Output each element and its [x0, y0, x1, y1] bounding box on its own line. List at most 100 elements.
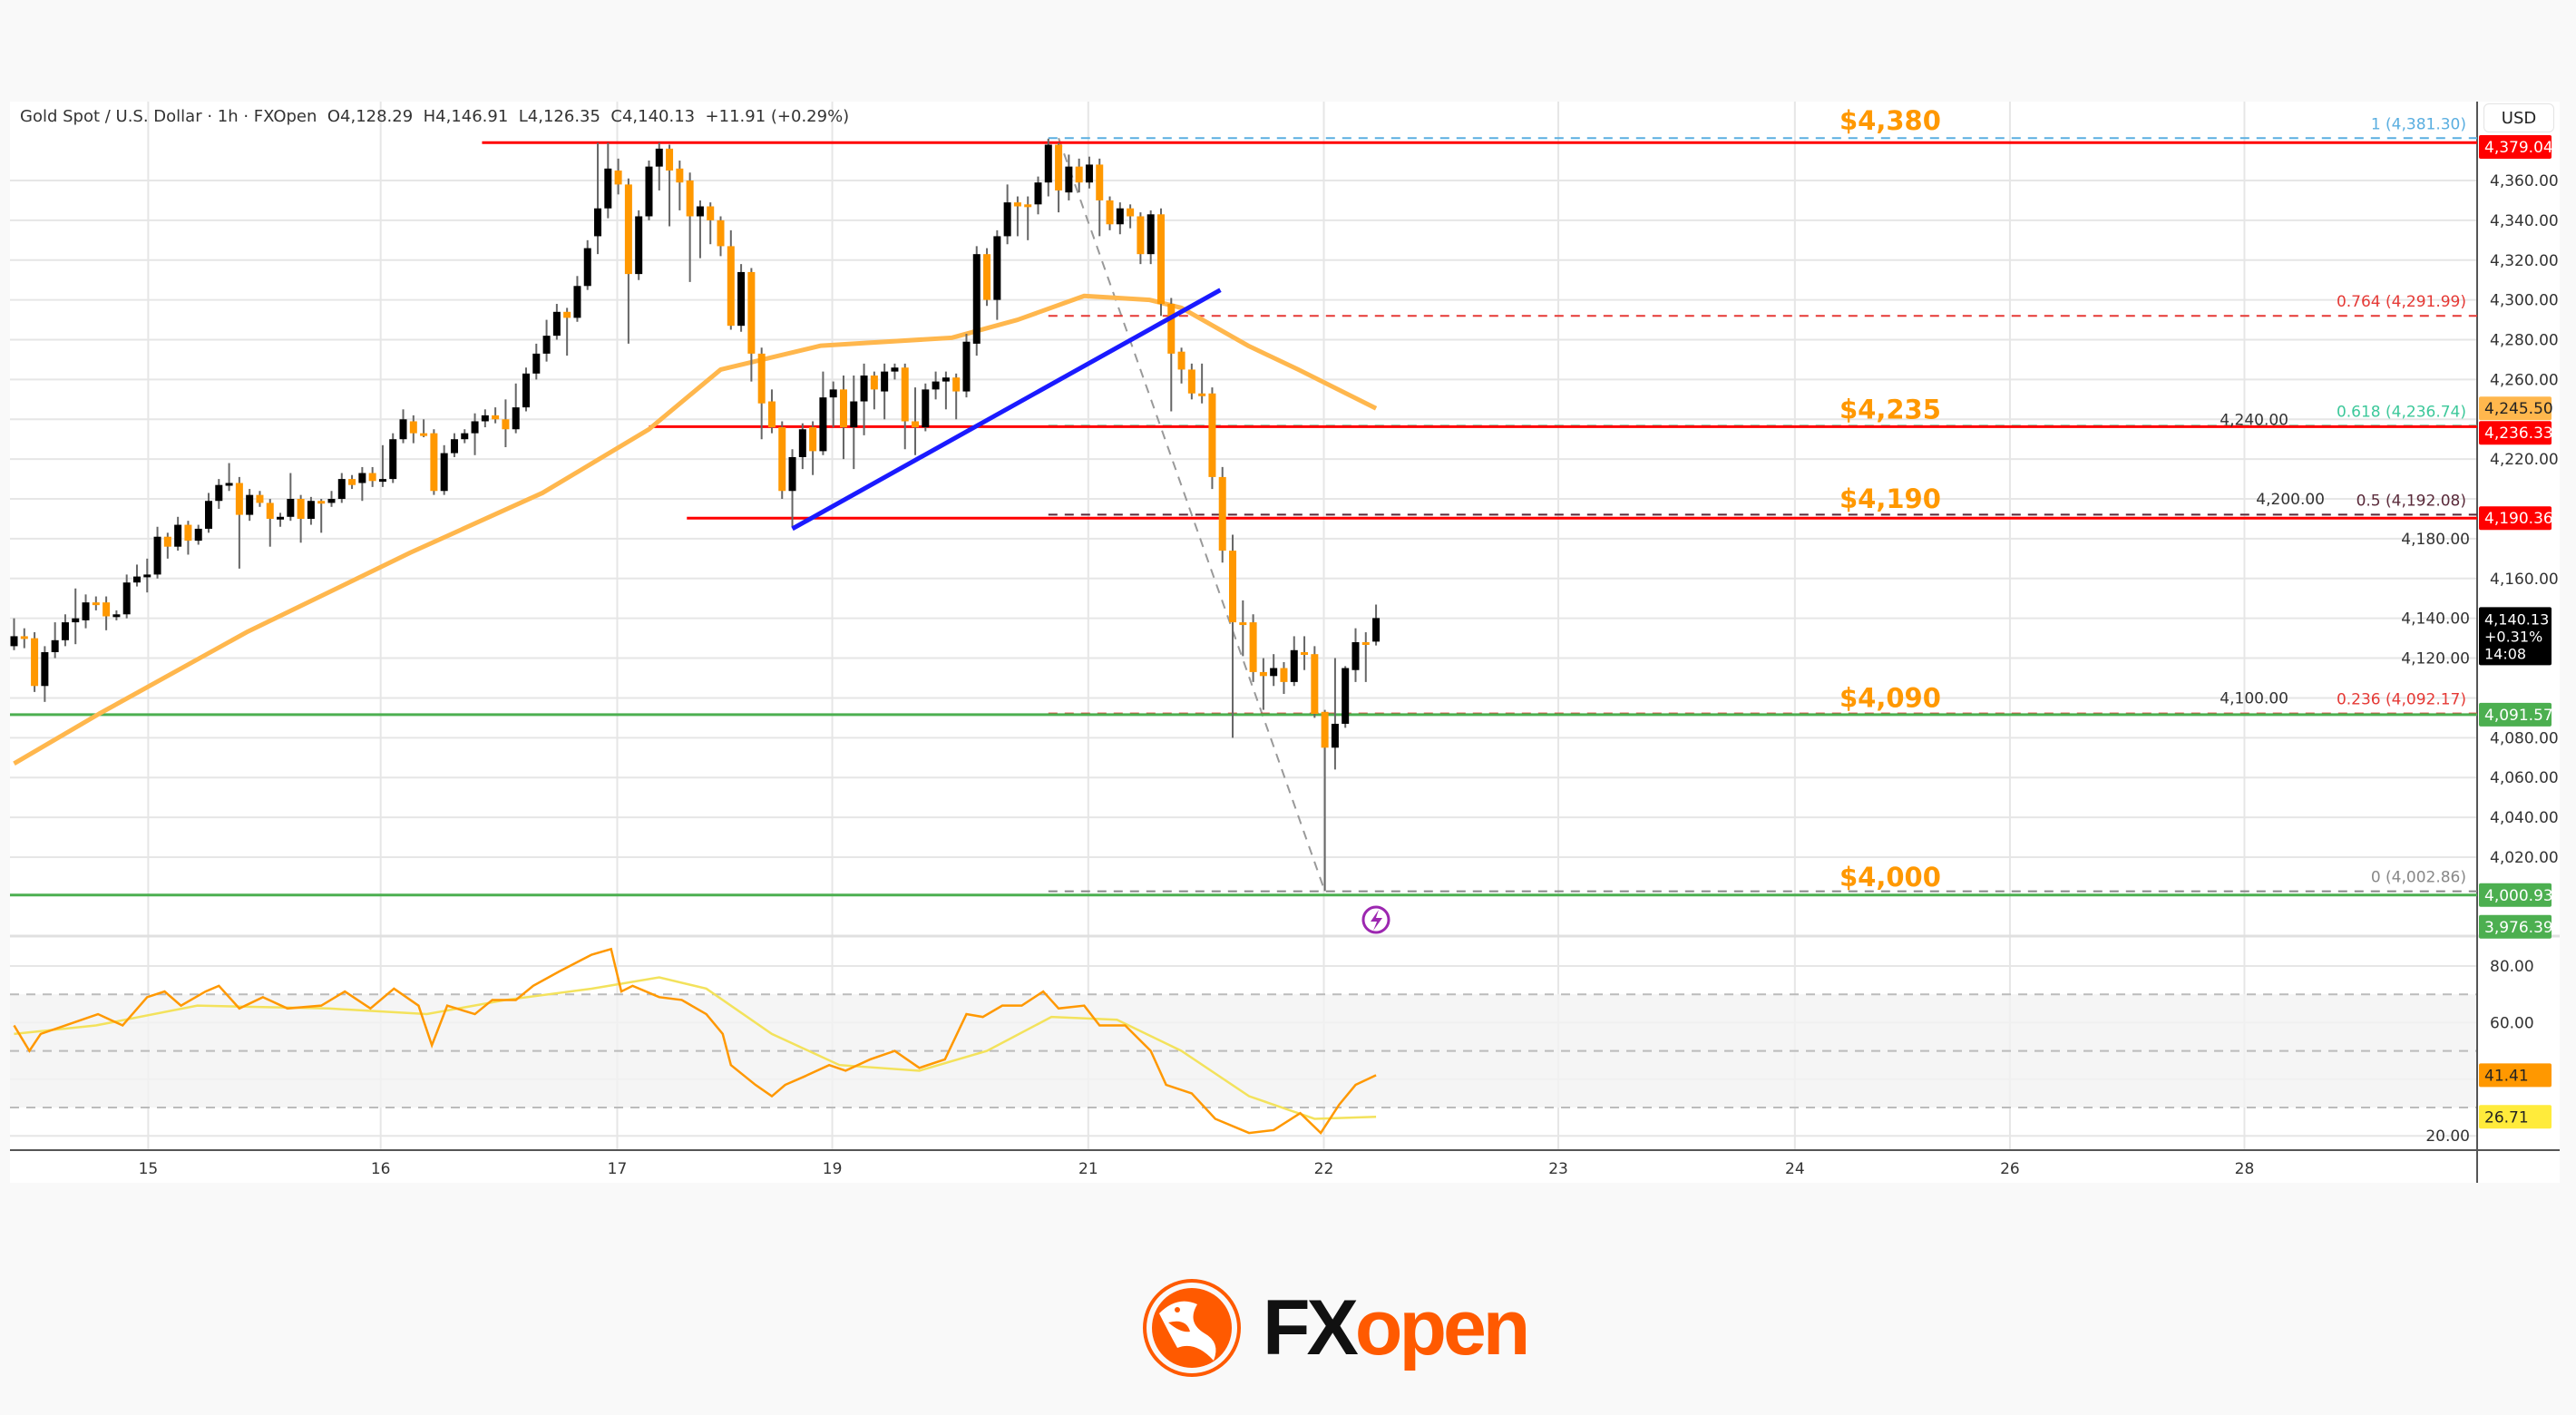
price-tag-text: 4,245.50 [2484, 400, 2553, 418]
currency-button[interactable]: USD [2483, 103, 2554, 132]
candle [1270, 654, 1278, 687]
fibonacci-trend-line [1058, 137, 1326, 892]
candle [645, 161, 653, 220]
candle [594, 142, 602, 255]
candle-body [1229, 551, 1237, 623]
candle-body [1003, 202, 1011, 237]
price-annotation: $4,235 [1839, 394, 1941, 424]
price-tag-text: 3,976.39 [2484, 919, 2553, 937]
candle [358, 466, 366, 502]
price-tag-bg [2479, 914, 2552, 939]
fibonacci-level-label: 1 (4,381.30) [2371, 115, 2466, 133]
last-price-tag: 4,140.13+0.31%14:08 [2479, 607, 2552, 666]
support-price-tag-text: 4,000.93 [2484, 887, 2553, 905]
candle [932, 371, 940, 400]
candle-body [461, 433, 469, 440]
candle-body [1198, 393, 1206, 396]
candle-body [20, 636, 28, 639]
candle [1198, 363, 1206, 404]
time-tick-label: 16 [371, 1160, 391, 1178]
candle [860, 363, 868, 435]
candle-body [132, 576, 141, 583]
candle [737, 264, 746, 332]
candle [788, 449, 796, 527]
candle-body [676, 168, 684, 183]
candle-body [143, 574, 151, 578]
candle-body [41, 651, 49, 687]
candle [246, 489, 254, 522]
lightning-event-icon[interactable] [1361, 905, 1390, 934]
candle-body [502, 419, 510, 430]
candle [1116, 202, 1124, 235]
candle [707, 202, 715, 245]
candle-body [542, 336, 551, 354]
candle [767, 389, 776, 434]
candle-body [471, 421, 479, 434]
candle-body [1044, 144, 1052, 183]
price-tick-label: 4,320.00 [2490, 252, 2559, 270]
candle-body [337, 479, 346, 500]
candle [1218, 466, 1226, 563]
rsi-value-tag-text: 41.41 [2484, 1067, 2529, 1085]
candle-body [1127, 208, 1135, 217]
candle-body [563, 311, 571, 318]
candle [389, 433, 397, 483]
candle [1280, 661, 1288, 695]
time-tick-label: 15 [139, 1160, 159, 1178]
candle-body [870, 376, 878, 390]
candle [184, 521, 192, 555]
resistance-price-tag-text: 4,190.36 [2484, 510, 2553, 528]
candle-body [829, 389, 837, 398]
candle-body [1361, 642, 1370, 646]
rsi-value-tag: 41.41 [2479, 1063, 2552, 1088]
candle-body [512, 407, 520, 430]
candle-body [184, 524, 192, 542]
candle-body [358, 473, 366, 483]
candlestick-chart[interactable]: 15 16 17 19 21 22 23 24 26 28 4,379.04 4,236.33 4,19… [10, 102, 2560, 1183]
candle [153, 526, 161, 579]
candle [522, 367, 530, 412]
candle-body [645, 166, 653, 217]
support-price-tag-text: 4,091.57 [2484, 707, 2553, 725]
candle [952, 373, 961, 420]
bull-logo-icon [1143, 1279, 1241, 1377]
candle-body [1259, 671, 1267, 677]
chart-panel[interactable]: 15 16 17 19 21 22 23 24 26 28 4,379.04 4,236.33 4,19… [10, 102, 2560, 1183]
candle [1301, 636, 1309, 670]
candle-body [327, 499, 336, 503]
candle-body [51, 639, 59, 652]
candle [378, 444, 386, 487]
candle [993, 229, 1001, 320]
candle [1361, 632, 1370, 682]
resistance-price-tag-bg [2479, 506, 2552, 531]
candle-body [389, 439, 397, 480]
candle [225, 463, 233, 492]
candle-body [368, 473, 376, 482]
resistance-price-tag-bg [2479, 135, 2552, 159]
candle [1065, 154, 1073, 200]
candle [686, 172, 694, 282]
candle [666, 144, 674, 227]
time-tick-label: 23 [1548, 1160, 1568, 1178]
time-tick-label: 26 [2000, 1160, 2020, 1178]
candle [850, 376, 858, 470]
candle [1311, 646, 1319, 718]
candle [61, 614, 69, 647]
candle-body [1290, 649, 1298, 682]
candle [143, 558, 151, 593]
resistance-price-tag: 4,190.36 [2479, 506, 2553, 531]
candle [1137, 212, 1145, 265]
price-tick-label: 4,220.00 [2490, 451, 2559, 469]
candle [194, 524, 202, 545]
last-price-tag-text: +0.31% [2484, 628, 2542, 645]
fibonacci-level-label: 0.764 (4,291.99) [2337, 293, 2466, 311]
price-annotation: $4,380 [1839, 105, 1941, 136]
candle [102, 596, 111, 630]
candle-body [809, 427, 817, 452]
price-tick-label: 4,120.00 [2401, 650, 2470, 668]
candle [891, 363, 899, 380]
candle [676, 161, 684, 210]
resistance-price-tag-text: 4,379.04 [2484, 139, 2553, 157]
symbol-legend: Gold Spot / U.S. Dollar · 1h · FXOpen O4… [20, 107, 850, 126]
candle [1106, 196, 1114, 230]
